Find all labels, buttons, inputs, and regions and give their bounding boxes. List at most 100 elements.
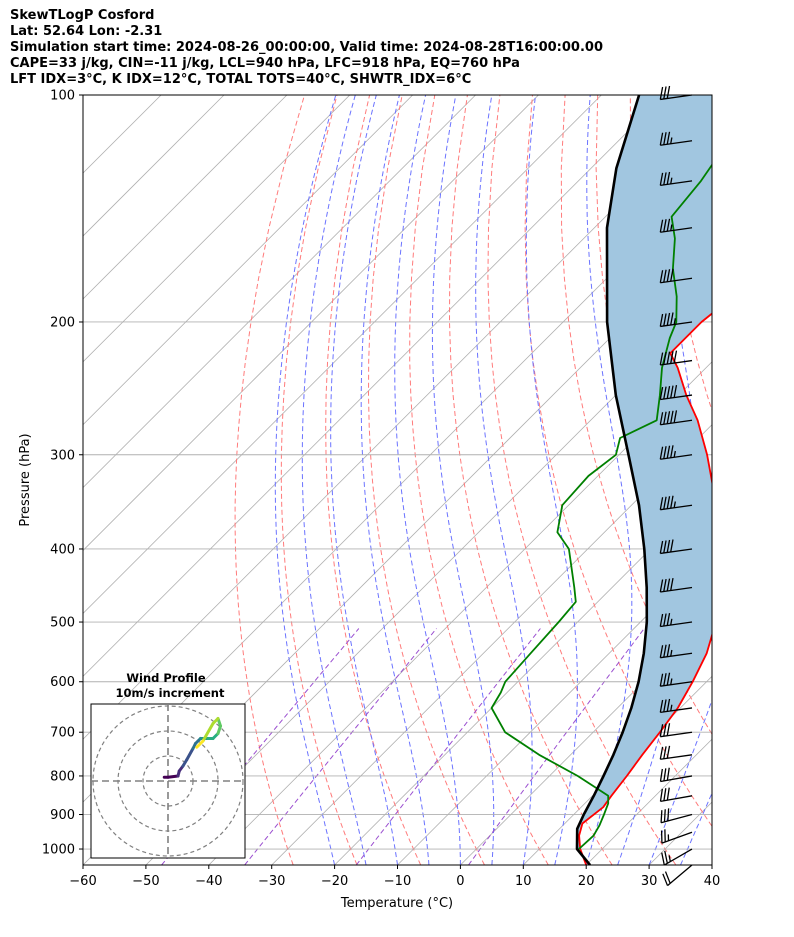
barb-shaft — [660, 180, 693, 187]
barb-shaft — [660, 94, 693, 101]
barb-flag — [666, 218, 671, 232]
hodograph-segment — [195, 739, 205, 749]
barb-flag — [659, 673, 664, 687]
cape-area — [577, 95, 712, 849]
moist-adiabat-line — [648, 698, 712, 865]
chart-title: SkewTLogP Cosford — [10, 8, 155, 23]
barb-flag — [666, 723, 671, 736]
barb-flag — [666, 411, 671, 424]
location-line: Lat: 52.64 Lon: -2.31 — [10, 24, 163, 39]
barb-shaft — [663, 848, 693, 866]
barb-shaft — [660, 681, 693, 687]
barb-flag — [663, 723, 667, 737]
barb-flag — [663, 386, 667, 400]
barb-shaft — [661, 831, 693, 844]
isotherm-line — [83, 95, 351, 363]
dry-adiabat-line — [761, 95, 794, 865]
barb-flag — [663, 768, 667, 781]
barb-flag — [663, 269, 667, 283]
y-tick-label: 500 — [50, 616, 75, 631]
barb-flag — [663, 644, 667, 658]
barb-flag — [659, 699, 664, 713]
barb-flag — [673, 350, 678, 364]
barb-flag — [659, 446, 664, 460]
dry-adiabat-line — [487, 95, 677, 865]
dry-adiabat-line — [234, 95, 305, 865]
barb-flag — [670, 539, 674, 553]
hodograph-segment — [166, 774, 180, 779]
wind-barb — [660, 808, 693, 824]
barb-flag — [659, 540, 664, 554]
barb-flag — [663, 313, 667, 327]
y-tick-label: 700 — [50, 726, 75, 741]
y-axis-label: Pressure (hPa) — [18, 433, 33, 526]
moist-adiabats — [274, 95, 712, 865]
dewpoint-line — [490, 163, 712, 850]
moist-adiabat-line — [301, 95, 367, 865]
barb-shaft — [660, 359, 693, 366]
y-tick-label: 800 — [50, 769, 75, 784]
moist-adiabat-line — [274, 95, 337, 865]
barb-half-flag — [670, 177, 673, 185]
isotherm-line — [83, 95, 539, 552]
barb-half-flag — [673, 501, 676, 508]
barb-flag — [659, 270, 664, 283]
isotherm-line — [83, 95, 602, 614]
barb-flag — [659, 132, 664, 146]
barb-half-flag — [670, 618, 673, 626]
barb-shaft — [660, 548, 693, 555]
y-tick-label: 200 — [50, 315, 75, 330]
barb-shaft — [660, 504, 693, 511]
barb-flag — [666, 385, 671, 399]
dry-adiabat-line — [280, 95, 358, 865]
barb-flag — [663, 496, 667, 510]
barb-flag — [663, 446, 667, 459]
barb-half-flag — [670, 649, 673, 657]
barb-flag — [663, 613, 667, 627]
barb-flag — [663, 132, 667, 145]
barb-shaft — [660, 277, 693, 284]
isotherm-line — [145, 298, 712, 865]
barb-half-flag — [673, 318, 676, 325]
barb-flag — [659, 386, 664, 400]
x-tick-label: 20 — [578, 874, 595, 889]
y-tick-label: 600 — [50, 675, 75, 690]
wind-barb — [659, 312, 693, 328]
dry-adiabat-line — [367, 95, 485, 865]
barb-half-flag — [670, 224, 673, 231]
dry-adiabat-line — [662, 95, 712, 413]
sounding-profiles — [490, 95, 712, 865]
moist-adiabat-line — [525, 95, 578, 865]
x-tick-label: −60 — [69, 874, 96, 889]
y-tick-label: 300 — [50, 448, 75, 463]
x-axis-label: Temperature (°C) — [340, 896, 453, 911]
barb-flag — [659, 645, 664, 658]
barb-flag — [666, 496, 671, 509]
barb-flag — [663, 86, 667, 100]
wind-barb — [659, 350, 693, 366]
barb-flag — [673, 410, 678, 423]
isotherm-line — [83, 95, 476, 489]
hodograph-segment — [201, 722, 215, 743]
wind-barb — [659, 445, 693, 460]
wind-barb — [659, 787, 693, 802]
barb-flag — [670, 410, 674, 424]
barb-flag — [670, 350, 674, 364]
hodograph-content — [91, 704, 245, 858]
chart-header: SkewTLogP Cosford Lat: 52.64 Lon: -2.31 … — [10, 8, 603, 88]
barb-flag — [662, 873, 669, 886]
isotherm-line — [334, 487, 712, 865]
hodograph-inset: Wind Profile 10m/s increment — [90, 671, 246, 859]
barb-shaft — [660, 775, 693, 783]
barb-flag — [666, 644, 671, 657]
barb-flag — [666, 312, 671, 326]
barb-half-flag — [673, 450, 676, 458]
isotherm-line — [711, 864, 712, 865]
barb-half-flag — [668, 855, 671, 862]
time-line: Simulation start time: 2024-08-26_00:00:… — [10, 40, 603, 55]
barb-flag — [659, 172, 664, 186]
barb-flag — [666, 672, 671, 686]
barb-shaft — [660, 652, 693, 659]
barb-flag — [666, 767, 670, 781]
barb-shaft — [660, 419, 693, 426]
